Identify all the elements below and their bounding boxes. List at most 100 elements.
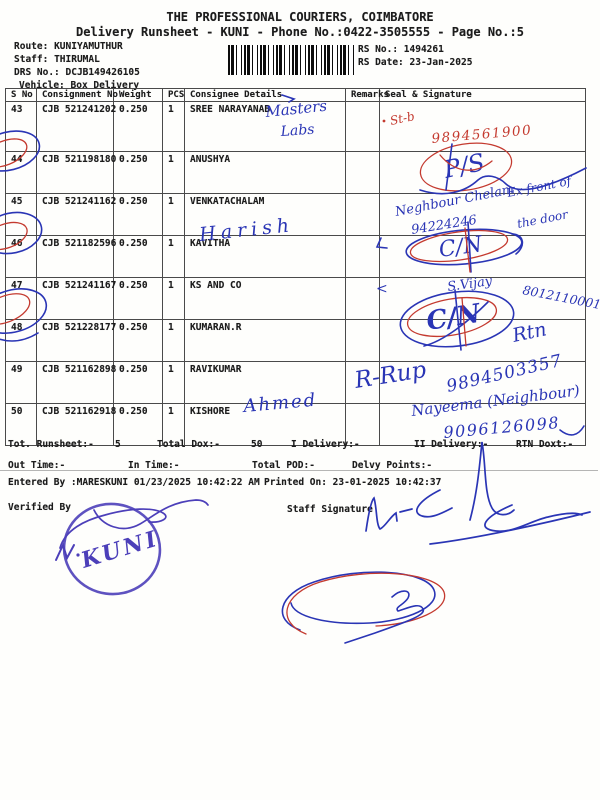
vehicle-label: Vehicle: [19,80,65,91]
verified-signature-scribble [59,508,167,549]
flourish-scribble [281,571,446,644]
staff-line: Staff: THIRUMAL [14,54,100,65]
cell-consignment: CJB 521162898 [36,361,116,404]
route-value: KUNIYAMUTHUR [54,41,123,52]
cell-weight: 0.250 [113,151,163,194]
total-runsheet-label: Tot. Runsheet:- [8,439,94,450]
cell-weight: 0.250 [113,361,163,404]
cell-remarks [345,319,380,362]
cell-remarks [345,101,380,152]
cell-consignment: CJB 521241202 [36,101,116,152]
cell-pcs: 1 [162,319,185,362]
cell-weight: 0.250 [113,101,163,152]
cell-weight: 0.250 [113,319,163,362]
table-row: 47 CJB 521241167 0.250 1 KS AND CO [5,277,586,320]
cell-remarks [345,193,380,236]
drs-value: DCJB149426105 [65,67,140,78]
runsheet-subtitle: Delivery Runsheet - KUNI - Phone No.:042… [76,25,524,39]
delvy-points-label: Delvy Points:- [352,460,433,471]
drs-line: DRS No.: DCJB149426105 [14,67,140,78]
cell-pcs: 1 [162,361,185,404]
runsheet-table: S No Consignment No Weight PCS Consignee… [5,88,586,446]
rs-no-line: RS No.: 1494261 [358,44,444,55]
verified-by-label: Verified By [8,502,71,513]
cell-consignee: RAVIKUMAR [184,361,346,404]
col-header-weight: Weight [113,88,163,102]
cell-consignment: CJB 521228177 [36,319,116,362]
route-label: Route: [14,41,49,52]
rs-date-label: RS Date: [358,57,404,68]
cell-consignment: CJB 521241162 [36,193,116,236]
cell-weight: 0.250 [113,277,163,320]
cell-sno: 48 [5,319,37,362]
cell-remarks [345,277,380,320]
total-dox-value: 50 [251,439,263,450]
total-runsheet-value: 5 [115,439,121,450]
cell-consignee: VENKATACHALAM [184,193,346,236]
cell-consignment: CJB 521198180 [36,151,116,194]
vehicle-value: Box Delivery [70,80,140,91]
cell-pcs: 1 [162,403,185,446]
cell-remarks [345,151,380,194]
cell-sno: 46 [5,235,37,278]
staff-signature-label: Staff Signature [287,504,373,515]
cell-sno: 43 [5,101,37,152]
cell-weight: 0.250 [113,403,163,446]
cell-pcs: 1 [162,277,185,320]
table-row: 48 CJB 521228177 0.250 1 KUMARAN.R [5,319,586,362]
delivery1-label: I Delivery:- [291,439,360,450]
cell-seal [379,319,586,362]
out-time-label: Out Time:- [8,460,66,471]
cell-sno: 44 [5,151,37,194]
cell-consignee: KUMARAN.R [184,319,346,362]
col-header-remarks: Remarks [345,88,389,102]
cell-consignee: KISHORE [184,403,346,446]
barcode-icon [228,45,356,75]
stamp-text: KUNI [77,526,162,575]
table-row: 49 CJB 521162898 0.250 1 RAVIKUMAR [5,361,586,404]
table-header-row: S No Consignment No Weight PCS Consignee… [5,88,586,102]
cell-seal [379,101,586,152]
cell-sno: 47 [5,277,37,320]
rs-no-label: RS No.: [358,44,399,55]
cell-pcs: 1 [162,235,185,278]
table-row: 43 CJB 521241202 0.250 1 SREE NARAYANAB [5,101,586,152]
rs-date-value: 23-Jan-2025 [409,57,473,68]
cell-consignee: KAVITHA [184,235,346,278]
cell-consignment: CJB 521241167 [36,277,116,320]
route-line: Route: KUNIYAMUTHUR [14,41,123,52]
cell-seal [379,193,586,236]
total-pod-label: Total POD:- [252,460,315,471]
cell-consignment: CJB 521182596 [36,235,116,278]
cell-seal [379,235,586,278]
rs-date-line: RS Date: 23-Jan-2025 [358,57,472,68]
cell-pcs: 1 [162,151,185,194]
entered-by-line: Entered By :MARESKUNI 01/23/2025 10:42:2… [8,477,260,488]
printed-on-line: Printed On: 23-01-2025 10:42:37 [264,477,442,488]
cell-consignee: KS AND CO [184,277,346,320]
col-header-consignee: Consignee Details [184,88,346,102]
cell-remarks [345,361,380,404]
staff-signature-scribble [365,441,591,545]
staff-value: THIRUMAL [54,54,100,65]
col-header-seal: Seal & Signature [379,88,586,102]
col-header-pcs: PCS [162,88,185,102]
cell-pcs: 1 [162,193,185,236]
total-dox-label: Total Dox:- [157,439,220,450]
table-row: 45 CJB 521241162 0.250 1 VENKATACHALAM [5,193,586,236]
cell-seal [379,277,586,320]
in-time-label: In Time:- [128,460,180,471]
cell-consignee: SREE NARAYANAB [184,101,346,152]
kuni-stamp: KUNI [55,499,209,596]
cell-remarks [345,235,380,278]
cell-consignee: ANUSHYA [184,151,346,194]
rs-no-value: 1494261 [403,44,444,55]
cell-pcs: 1 [162,101,185,152]
table-row: 50 CJB 521162918 0.250 1 KISHORE [5,403,586,446]
company-title: THE PROFESSIONAL COURIERS, COIMBATORE [166,10,434,24]
cell-sno: 49 [5,361,37,404]
cell-seal [379,403,586,446]
cell-consignment: CJB 521162918 [36,403,116,446]
section-divider [0,470,598,471]
